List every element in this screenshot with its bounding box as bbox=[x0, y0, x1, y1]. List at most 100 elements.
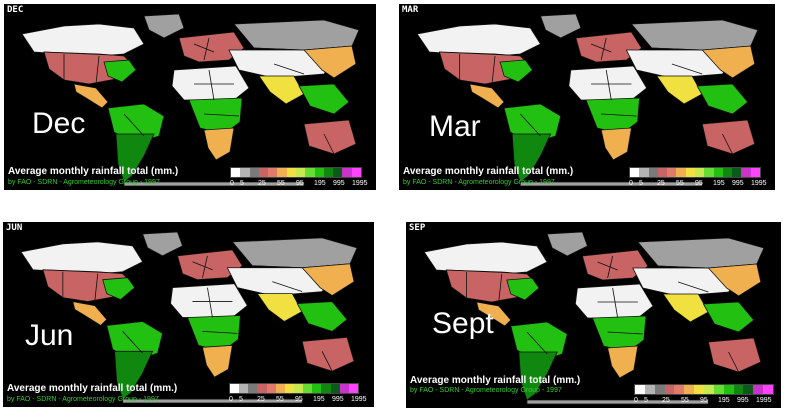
legend-swatch bbox=[275, 384, 285, 393]
legend-swatch bbox=[750, 168, 760, 177]
legend-credit: by FAO - SDRN - Agrometeorology Group - … bbox=[403, 179, 555, 186]
legend-swatch bbox=[268, 168, 278, 177]
legend-swatch bbox=[342, 168, 352, 177]
world-map bbox=[416, 13, 759, 187]
map-panel-sep: SEP Sept Average monthly rainfall total … bbox=[406, 222, 781, 408]
legend-swatch bbox=[348, 384, 358, 393]
legend-swatch bbox=[630, 168, 640, 177]
europe-region bbox=[575, 31, 643, 63]
legend-swatch bbox=[333, 168, 343, 177]
legend-tick-label: 195 bbox=[718, 397, 730, 404]
country-border bbox=[446, 269, 538, 275]
legend-tick-label: 195 bbox=[313, 396, 325, 403]
country-border bbox=[590, 43, 612, 53]
world-map bbox=[20, 231, 358, 404]
north-america-east-region bbox=[103, 59, 137, 83]
antarctic-strip-region bbox=[519, 181, 703, 187]
legend-tick-label: 0 bbox=[629, 180, 633, 187]
legend-swatch bbox=[303, 384, 313, 393]
country-border bbox=[203, 113, 240, 117]
country-border bbox=[273, 63, 305, 75]
country-border bbox=[651, 47, 703, 51]
north-america-north-region bbox=[416, 23, 542, 57]
country-border bbox=[678, 281, 709, 293]
month-code: JUN bbox=[6, 223, 23, 233]
country-border bbox=[600, 37, 607, 61]
legend-swatch bbox=[239, 384, 249, 393]
europe-region bbox=[581, 249, 649, 281]
legend-swatch bbox=[684, 385, 695, 394]
continents bbox=[416, 13, 759, 187]
legend-swatch bbox=[257, 384, 267, 393]
legend-ticks: 0 5 25 55 95 195 995 1995 bbox=[634, 397, 779, 406]
month-label: Dec bbox=[32, 107, 86, 140]
legend-swatch bbox=[648, 168, 658, 177]
legend-tick-label: 5 bbox=[639, 180, 643, 187]
legend-tick-label: 995 bbox=[332, 396, 344, 403]
legend-swatch bbox=[644, 385, 655, 394]
legend-tick-label: 1995 bbox=[351, 396, 367, 403]
country-border bbox=[321, 351, 333, 372]
legend-swatch bbox=[674, 385, 685, 394]
southeast-asia-region bbox=[296, 301, 348, 332]
country-border bbox=[526, 331, 548, 355]
south-asia-region bbox=[258, 75, 305, 105]
country-border bbox=[658, 265, 709, 269]
continents bbox=[21, 13, 360, 187]
country-border bbox=[728, 351, 740, 373]
africa-north-region bbox=[171, 65, 250, 101]
world-map bbox=[423, 231, 765, 405]
country-border bbox=[605, 69, 612, 101]
legend-swatch bbox=[733, 385, 744, 394]
greenland-region bbox=[143, 13, 185, 39]
legend-tick-label: 55 bbox=[676, 180, 684, 187]
legend-color-scale bbox=[230, 167, 362, 178]
country-border bbox=[323, 133, 335, 155]
legend-swatch bbox=[732, 168, 742, 177]
legend-swatch bbox=[676, 168, 686, 177]
legend-credit: by FAO - SDRN - Agrometeorology Group - … bbox=[8, 179, 160, 186]
country-border bbox=[95, 55, 100, 85]
country-border bbox=[202, 331, 238, 334]
legend-tick-label: 0 bbox=[634, 397, 638, 404]
greenland-region bbox=[539, 13, 582, 39]
north-america-north-region bbox=[423, 241, 548, 275]
legend-swatch bbox=[657, 168, 668, 177]
country-border bbox=[607, 255, 614, 279]
north-america-east-region bbox=[499, 59, 533, 83]
europe-region bbox=[177, 249, 243, 281]
country-border bbox=[203, 37, 210, 61]
legend-tick-label: 1995 bbox=[751, 180, 767, 187]
central-america-region bbox=[73, 83, 109, 109]
legend-tick-label: 195 bbox=[713, 180, 725, 187]
month-code: MAR bbox=[402, 5, 419, 15]
month-label: Mar bbox=[429, 110, 481, 143]
legend-tick-label: 5 bbox=[239, 396, 243, 403]
legend-swatch bbox=[230, 384, 240, 393]
legend-swatch bbox=[312, 384, 322, 393]
legend-swatch bbox=[723, 385, 734, 394]
country-border bbox=[193, 43, 215, 53]
greenland-region bbox=[142, 231, 184, 257]
legend-swatch bbox=[664, 385, 675, 394]
asia-east-region bbox=[707, 263, 762, 297]
legend-swatch bbox=[635, 385, 645, 394]
legend-swatch bbox=[240, 168, 250, 177]
asia-north-region bbox=[231, 237, 358, 269]
legend-swatch bbox=[753, 385, 764, 394]
asia-east-region bbox=[303, 45, 357, 79]
africa-north-region bbox=[568, 65, 648, 101]
south-asia-region bbox=[655, 75, 703, 105]
southeast-asia-region bbox=[298, 83, 350, 115]
country-border bbox=[439, 51, 531, 57]
legend-swatch bbox=[266, 384, 276, 393]
europe-region bbox=[178, 31, 245, 63]
legend-swatch bbox=[713, 168, 723, 177]
asia-north-region bbox=[233, 19, 360, 51]
asia-east-region bbox=[701, 45, 756, 79]
south-america-south-region bbox=[518, 351, 558, 401]
africa-south-region bbox=[201, 344, 233, 378]
legend-color-scale bbox=[629, 167, 761, 178]
legend-tick-label: 95 bbox=[295, 396, 303, 403]
country-border bbox=[94, 273, 99, 302]
